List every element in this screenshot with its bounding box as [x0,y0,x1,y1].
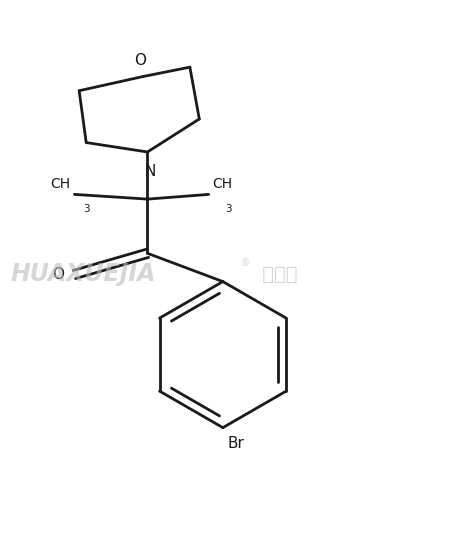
Text: 3: 3 [83,204,90,214]
Text: N: N [144,164,155,179]
Text: O: O [52,267,64,282]
Text: CH: CH [51,177,71,191]
Text: Br: Br [228,436,245,451]
Text: CH: CH [212,177,233,191]
Text: O: O [135,53,146,68]
Text: HUAXUEJIA: HUAXUEJIA [11,262,156,287]
Text: ®: ® [239,257,250,268]
Text: 3: 3 [225,204,231,214]
Text: 化学加: 化学加 [256,265,297,284]
